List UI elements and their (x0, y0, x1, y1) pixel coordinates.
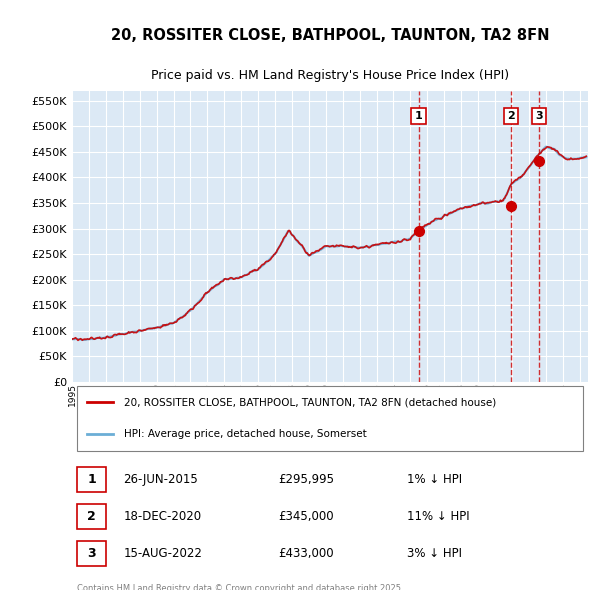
Text: 15-AUG-2022: 15-AUG-2022 (124, 547, 202, 560)
Text: £345,000: £345,000 (278, 510, 334, 523)
Text: 1: 1 (415, 111, 422, 121)
Text: 20, ROSSITER CLOSE, BATHPOOL, TAUNTON, TA2 8FN: 20, ROSSITER CLOSE, BATHPOOL, TAUNTON, T… (111, 28, 549, 44)
Text: HPI: Average price, detached house, Somerset: HPI: Average price, detached house, Some… (124, 430, 367, 440)
Text: 3% ↓ HPI: 3% ↓ HPI (407, 547, 463, 560)
Text: Price paid vs. HM Land Registry's House Price Index (HPI): Price paid vs. HM Land Registry's House … (151, 70, 509, 83)
Text: 1: 1 (87, 473, 96, 486)
Text: 2: 2 (87, 510, 96, 523)
Text: 20, ROSSITER CLOSE, BATHPOOL, TAUNTON, TA2 8FN (detached house): 20, ROSSITER CLOSE, BATHPOOL, TAUNTON, T… (124, 398, 496, 408)
FancyBboxPatch shape (77, 504, 106, 529)
FancyBboxPatch shape (77, 467, 106, 492)
Text: Contains HM Land Registry data © Crown copyright and database right 2025.
This d: Contains HM Land Registry data © Crown c… (77, 584, 404, 590)
Text: £433,000: £433,000 (278, 547, 334, 560)
Text: £295,995: £295,995 (278, 473, 334, 486)
FancyBboxPatch shape (77, 541, 106, 566)
Text: 3: 3 (535, 111, 543, 121)
Text: 11% ↓ HPI: 11% ↓ HPI (407, 510, 470, 523)
Text: 1% ↓ HPI: 1% ↓ HPI (407, 473, 463, 486)
Text: 26-JUN-2015: 26-JUN-2015 (124, 473, 199, 486)
FancyBboxPatch shape (77, 386, 583, 451)
Text: 2: 2 (508, 111, 515, 121)
Text: 3: 3 (87, 547, 96, 560)
Text: 18-DEC-2020: 18-DEC-2020 (124, 510, 202, 523)
